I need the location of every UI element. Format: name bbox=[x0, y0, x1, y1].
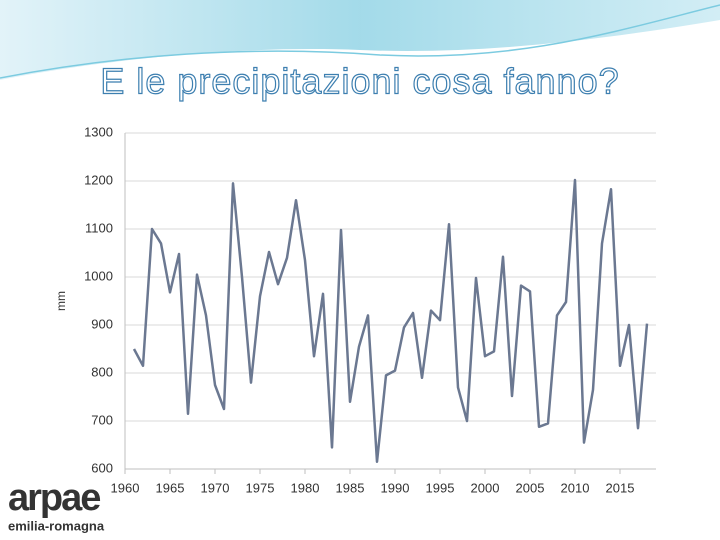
y-tick-label: 1100 bbox=[85, 220, 113, 235]
x-tick-label: 1980 bbox=[291, 480, 320, 495]
y-tick-label: 1200 bbox=[84, 172, 113, 187]
x-tick-label: 1965 bbox=[156, 480, 185, 495]
x-tick-label: 2010 bbox=[561, 480, 590, 495]
y-tick-label: 900 bbox=[91, 316, 113, 331]
y-tick-label: 1000 bbox=[84, 268, 113, 283]
x-tick-label: 1960 bbox=[111, 480, 140, 495]
logo-region: emilia-romagna bbox=[8, 518, 105, 533]
data-line bbox=[132, 178, 649, 464]
header-wave-line bbox=[0, 4, 720, 79]
x-tick-label: 1985 bbox=[336, 480, 365, 495]
x-tick-label: 1975 bbox=[246, 480, 275, 495]
y-axis-label: mm bbox=[54, 291, 68, 311]
x-tick-label: 2015 bbox=[606, 480, 635, 495]
chart-title: E le precipitazioni cosa fanno? bbox=[100, 61, 619, 102]
y-tick-label: 1300 bbox=[84, 124, 113, 139]
x-tick-label: 2005 bbox=[516, 480, 545, 495]
logo-name: arpae bbox=[8, 477, 100, 519]
x-tick-label: 1995 bbox=[426, 480, 455, 495]
chart-panel bbox=[45, 115, 680, 510]
x-tick-label: 1990 bbox=[381, 480, 410, 495]
x-tick-label: 1970 bbox=[201, 480, 230, 495]
y-tick-label: 600 bbox=[91, 460, 113, 475]
x-tick-label: 2000 bbox=[471, 480, 500, 495]
y-tick-label: 800 bbox=[91, 364, 113, 379]
y-tick-label: 700 bbox=[91, 412, 113, 427]
header-wave bbox=[0, 0, 720, 80]
